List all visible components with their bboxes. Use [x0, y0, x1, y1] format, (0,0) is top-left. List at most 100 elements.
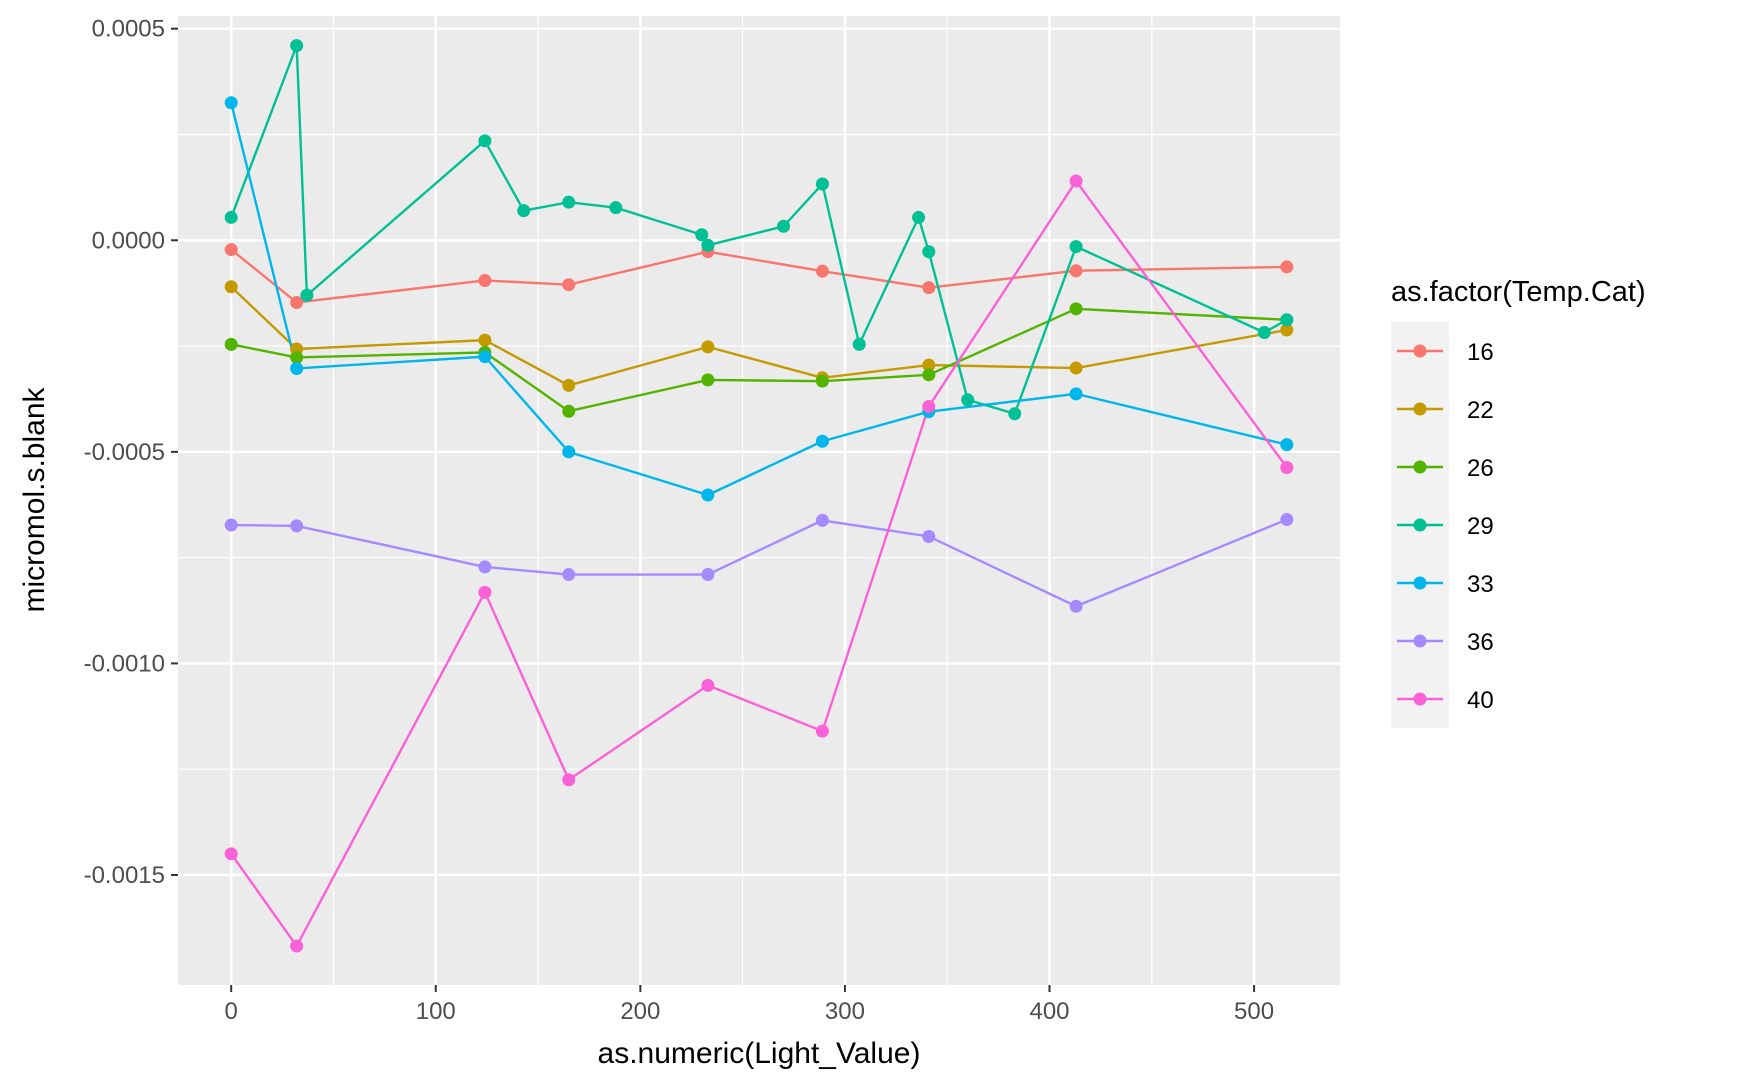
- data-point: [562, 773, 576, 787]
- legend-item-36: 36: [1397, 629, 1494, 656]
- y-axis-title: micromol.s.blank: [18, 386, 51, 612]
- legend-key-point: [1413, 634, 1427, 648]
- y-tick-label: 0.0000: [92, 227, 165, 254]
- legend-item-26: 26: [1397, 455, 1494, 482]
- legend-key-point: [1413, 692, 1427, 706]
- legend-label: 40: [1467, 687, 1494, 714]
- legend-key-point: [1413, 460, 1427, 474]
- data-point: [224, 243, 238, 257]
- data-point: [562, 378, 576, 392]
- x-tick-label: 300: [825, 998, 865, 1025]
- data-point: [478, 273, 492, 287]
- data-point: [290, 350, 304, 364]
- legend-item-40: 40: [1397, 687, 1494, 714]
- x-axis: 0 100 200 300 400 500: [225, 985, 1274, 1025]
- data-point: [1069, 264, 1083, 278]
- data-point: [777, 219, 791, 233]
- data-point: [224, 337, 238, 351]
- data-point: [1280, 323, 1294, 337]
- data-point: [852, 337, 866, 351]
- data-point: [562, 568, 576, 582]
- data-point: [224, 518, 238, 532]
- data-point: [922, 529, 936, 543]
- legend-title: as.factor(Temp.Cat): [1391, 276, 1646, 308]
- data-point: [224, 210, 238, 224]
- series-points-22: [224, 280, 1294, 392]
- data-point: [1069, 240, 1083, 254]
- data-point: [1280, 438, 1294, 452]
- data-point: [701, 340, 715, 354]
- data-point: [922, 358, 936, 372]
- x-axis-title: as.numeric(Light_Value): [598, 1037, 921, 1070]
- series-points-16: [224, 243, 1294, 309]
- data-point: [1280, 313, 1294, 327]
- legend-label: 16: [1467, 339, 1494, 366]
- legend-label: 22: [1467, 397, 1494, 424]
- data-point: [815, 264, 829, 278]
- legend-key-point: [1413, 402, 1427, 416]
- y-tick-label: -0.0010: [84, 650, 165, 677]
- data-point: [562, 404, 576, 418]
- data-point: [701, 238, 715, 252]
- y-tick-label: -0.0015: [84, 862, 165, 889]
- legend-items: 16 22 26 29 33 36 40: [1397, 339, 1494, 714]
- legend-item-33: 33: [1397, 571, 1494, 598]
- data-point: [224, 280, 238, 294]
- series-points-40: [224, 174, 1294, 953]
- x-tick-label: 500: [1234, 998, 1274, 1025]
- data-point: [290, 39, 304, 53]
- data-point: [922, 368, 936, 382]
- legend-item-22: 22: [1397, 397, 1494, 424]
- series-points-36: [224, 513, 1294, 613]
- series-points-29: [224, 39, 1294, 421]
- data-point: [290, 939, 304, 953]
- data-point: [1280, 513, 1294, 527]
- data-point: [290, 519, 304, 533]
- x-tick-label: 200: [620, 998, 660, 1025]
- legend-key-point: [1413, 576, 1427, 590]
- data-point: [609, 201, 623, 215]
- data-point: [478, 134, 492, 148]
- data-point: [701, 678, 715, 692]
- data-point: [815, 513, 829, 527]
- x-tick-label: 100: [416, 998, 456, 1025]
- data-point: [1280, 260, 1294, 274]
- y-axis: 0.0005 0.0000 -0.0005 -0.0010 -0.0015: [84, 16, 178, 889]
- y-tick-label: 0.0005: [92, 16, 165, 43]
- panel-background: [178, 16, 1340, 985]
- data-point: [695, 228, 709, 242]
- data-point: [478, 350, 492, 364]
- data-point: [815, 177, 829, 191]
- data-point: [961, 393, 975, 407]
- data-point: [701, 488, 715, 502]
- legend-label: 26: [1467, 455, 1494, 482]
- data-point: [922, 400, 936, 414]
- data-point: [478, 585, 492, 599]
- data-point: [922, 245, 936, 259]
- data-point: [562, 195, 576, 209]
- data-point: [815, 724, 829, 738]
- legend-key-point: [1413, 344, 1427, 358]
- x-tick-label: 400: [1029, 998, 1069, 1025]
- legend-item-29: 29: [1397, 513, 1494, 540]
- data-point: [1280, 460, 1294, 474]
- data-point: [517, 204, 531, 218]
- legend-label: 33: [1467, 571, 1494, 598]
- x-tick-label: 0: [225, 998, 238, 1025]
- data-point: [290, 361, 304, 375]
- series-points-33: [224, 96, 1294, 502]
- data-point: [912, 210, 926, 224]
- legend-item-16: 16: [1397, 339, 1494, 366]
- data-point: [478, 560, 492, 574]
- data-point: [1069, 599, 1083, 613]
- data-point: [701, 373, 715, 387]
- legend-key-point: [1413, 518, 1427, 532]
- data-point: [1257, 326, 1271, 340]
- legend-label: 36: [1467, 629, 1494, 656]
- data-point: [1069, 387, 1083, 401]
- data-point: [478, 333, 492, 347]
- data-point: [1008, 407, 1022, 421]
- y-tick-label: -0.0005: [84, 439, 165, 466]
- data-point: [224, 96, 238, 110]
